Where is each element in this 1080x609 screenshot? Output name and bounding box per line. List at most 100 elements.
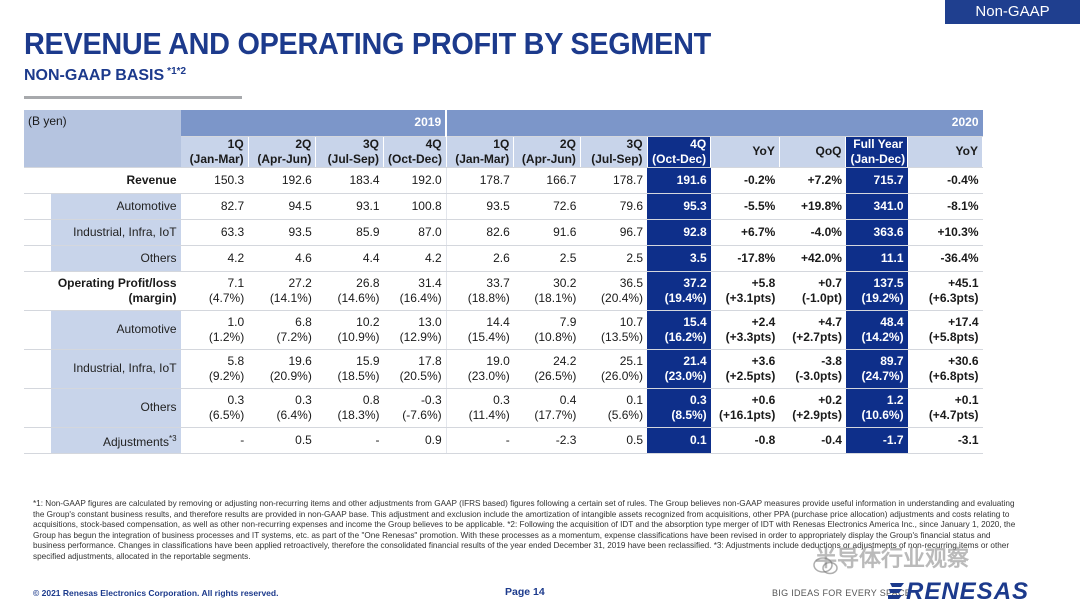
table-cell: 3.5 — [647, 245, 711, 272]
table-cell: - — [446, 427, 514, 454]
cell-value: 89.7 — [880, 353, 904, 368]
cell-margin: (-7.6%) — [402, 407, 442, 422]
cell-value: 341.0 — [873, 198, 904, 213]
row-label: Revenue — [24, 167, 181, 194]
col-header-line2: (Oct-Dec) — [388, 151, 443, 166]
cell-value: 85.9 — [356, 224, 380, 239]
cell-value: 715.7 — [873, 172, 904, 187]
table-cell: 192.6 — [248, 167, 316, 194]
table-cell: 19.6 (20.9%) — [248, 349, 316, 389]
table-cell: 183.4 — [315, 167, 384, 194]
col-header-line1: 4Q — [690, 136, 707, 151]
table-cell: -2.3 — [513, 427, 581, 454]
cell-margin: (+16.1pts) — [718, 407, 776, 422]
table-cell: 178.7 — [580, 167, 648, 194]
cell-value: +4.7 — [818, 314, 842, 329]
cell-value: +5.8 — [751, 275, 776, 290]
col-header-line1: 2Q — [295, 136, 312, 151]
cell-value: +0.6 — [751, 392, 776, 407]
non-gaap-tag: Non-GAAP — [945, 0, 1080, 24]
cell-value: 92.8 — [683, 224, 707, 239]
cell-margin: (15.4%) — [467, 329, 510, 344]
cell-margin: (+5.8pts) — [928, 329, 979, 344]
cell-margin: (12.9%) — [399, 329, 442, 344]
cell-value: 10.7 — [619, 314, 644, 329]
cell-value: 7.9 — [559, 314, 577, 329]
col-header-line1: Full Year — [853, 136, 904, 151]
cell-value: +7.2% — [807, 172, 842, 187]
cell-value: - — [375, 432, 380, 447]
cell-value: -8.1% — [947, 198, 979, 213]
col-header-line1: YoY — [752, 144, 775, 158]
cell-value: 4.4 — [362, 250, 380, 265]
table-cell: +30.6 (+6.8pts) — [907, 349, 983, 389]
cell-value: -0.2% — [743, 172, 776, 187]
cell-value: 0.9 — [424, 432, 442, 447]
table-cell: 5.8 (9.2%) — [180, 349, 249, 389]
cell-margin: (-1.0pt) — [801, 290, 842, 305]
col-header-line1: 1Q — [493, 136, 510, 151]
cell-margin: (10.9%) — [337, 329, 380, 344]
table-cell: 6.8 (7.2%) — [248, 310, 316, 350]
col-header: 3Q (Jul-Sep) — [315, 136, 384, 168]
table-cell: 7.1 (4.7%) — [180, 271, 249, 311]
cell-margin: (6.5%) — [208, 407, 245, 422]
cell-value: 63.3 — [220, 224, 245, 239]
cell-value: 0.3 — [227, 392, 245, 407]
cell-value: +0.1 — [954, 392, 979, 407]
cell-value: 93.5 — [486, 198, 510, 213]
cell-margin: (18.1%) — [534, 290, 577, 305]
table-cell: 19.0 (23.0%) — [446, 349, 514, 389]
row-label: Operating Profit/loss (margin) — [24, 271, 181, 311]
cell-margin: (5.6%) — [607, 407, 644, 422]
cell-margin: (20.9%) — [269, 368, 312, 383]
col-header-line2: (Jan-Dec) — [850, 151, 906, 166]
table-cell: 192.0 — [383, 167, 447, 194]
cell-value: 11.1 — [880, 250, 904, 265]
table-cell: 48.4 (14.2%) — [845, 310, 908, 350]
cell-value: -1.7 — [882, 432, 904, 447]
cell-value: 96.7 — [619, 224, 644, 239]
cell-value: 0.3 — [493, 392, 510, 407]
table-cell: +5.8 (+3.1pts) — [710, 271, 780, 311]
cell-margin: (1.2%) — [208, 329, 245, 344]
cell-value: 82.6 — [486, 224, 510, 239]
table-cell: 100.8 — [383, 193, 447, 220]
table-cell: -0.4 — [779, 427, 846, 454]
segment-table: (B yen) 2019 2020 1Q (Jan-Mar) 2Q (Apr-Jun)… — [24, 110, 983, 454]
row-indent — [24, 310, 52, 350]
col-header: QoQ — [779, 136, 847, 168]
cell-value: +30.6 — [948, 353, 979, 368]
cell-value: 13.0 — [418, 314, 442, 329]
col-header-line1: QoQ — [815, 144, 842, 158]
cell-value: 87.0 — [418, 224, 442, 239]
cell-value: 94.5 — [288, 198, 312, 213]
table-cell: 30.2 (18.1%) — [513, 271, 581, 311]
cell-value: 25.1 — [619, 353, 644, 368]
cell-value: 15.4 — [683, 314, 707, 329]
cell-value: 93.5 — [288, 224, 312, 239]
cell-value: +0.7 — [818, 275, 842, 290]
row-indent — [24, 193, 52, 220]
col-header: 1Q (Jan-Mar) — [446, 136, 515, 168]
cell-value: 2.6 — [493, 250, 510, 265]
table-cell: 0.1 — [647, 427, 711, 454]
cell-margin: (+4.7pts) — [928, 407, 979, 422]
year-2019-header: 2019 — [180, 110, 447, 137]
table-row: Operating Profit/loss (margin) 7.1 (4.7%) 27… — [24, 271, 983, 311]
cell-value: -17.8% — [737, 250, 776, 265]
col-header-line1: 4Q — [425, 136, 442, 151]
table-cell: +10.3% — [907, 219, 983, 246]
cell-value: 36.5 — [619, 275, 644, 290]
table-cell: 11.1 — [845, 245, 908, 272]
table-row: Revenue 150.3 192.6 183.4 192.0 178.7 166.7 178… — [24, 167, 983, 194]
cell-margin: (16.4%) — [399, 290, 442, 305]
cell-value: +45.1 — [948, 275, 979, 290]
col-header-line2: (Apr-Jun) — [521, 151, 576, 166]
row-sublabel: Others — [51, 388, 181, 428]
cell-margin: (+2.5pts) — [725, 368, 776, 383]
table-cell: +0.7 (-1.0pt) — [779, 271, 846, 311]
cell-margin: (24.7%) — [861, 368, 904, 383]
cell-value: 93.1 — [356, 198, 380, 213]
cell-value: +42.0% — [800, 250, 842, 265]
